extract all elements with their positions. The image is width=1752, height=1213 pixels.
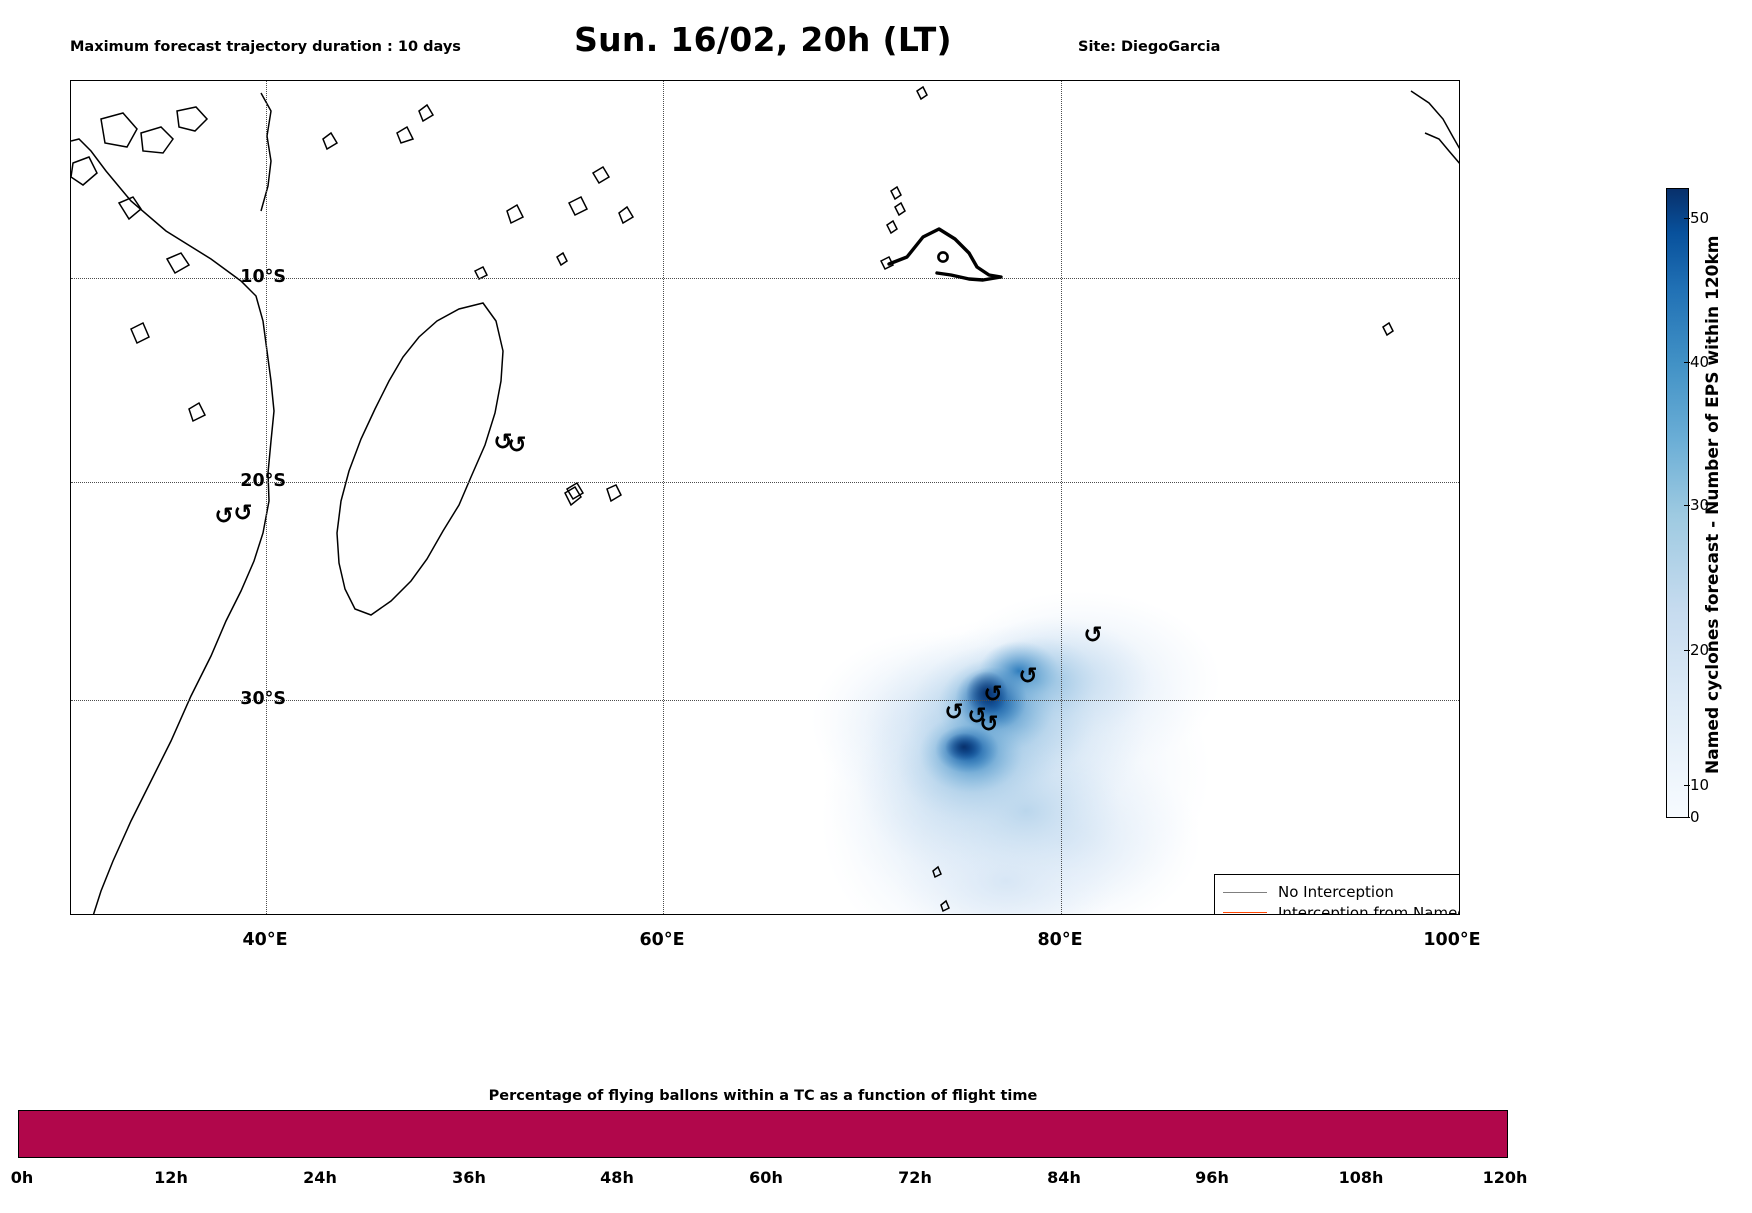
flight-bar-tick-96h: 96h — [1195, 1168, 1229, 1187]
gridline-lon-40 — [266, 81, 267, 914]
colorbar-tick-10: 10 — [1683, 776, 1710, 794]
tc-obs-marker: ↺ — [507, 432, 527, 459]
gridline-lon-60 — [663, 81, 664, 914]
tc-obs-marker: ↺ — [1018, 663, 1038, 690]
map-legend: No Interception Interception from Named … — [1214, 874, 1459, 915]
header-right-line-0: Site: DiegoGarcia — [1078, 38, 1221, 55]
tc-obs-marker: ↺ — [493, 429, 513, 456]
colorbar-tick-20: 20 — [1683, 641, 1710, 659]
flight-bar-tick-24h: 24h — [303, 1168, 337, 1187]
coastline-outlines — [71, 85, 1459, 914]
gridline-lon-80 — [1061, 81, 1062, 914]
gridline-lat-20S — [71, 482, 1459, 483]
flight-bar-tick-108h: 108h — [1338, 1168, 1384, 1187]
legend-swatch-line — [1223, 891, 1267, 893]
analysis-track — [887, 227, 1003, 282]
flight-bar-fill — [19, 1111, 1507, 1157]
axis-label-lon-80E: 80°E — [1037, 930, 1083, 950]
tc-obs-marker: ↺ — [1083, 622, 1103, 649]
tc-obs-marker: ↺ — [967, 703, 987, 730]
flight-time-bar — [18, 1110, 1508, 1158]
flight-bar-title: Percentage of flying ballons within a TC… — [488, 1088, 1038, 1104]
colorbar-tick-0: 0 — [1684, 808, 1700, 826]
flight-bar-tick-72h: 72h — [898, 1168, 932, 1187]
flight-bar-tick-0h: 0h — [10, 1168, 34, 1187]
flight-bar-tick-84h: 84h — [1047, 1168, 1081, 1187]
legend-label: No Interception — [1278, 883, 1394, 902]
tc-obs-marker: ↺ — [983, 681, 1003, 708]
axis-label-lon-60E: 60°E — [639, 930, 685, 950]
legend-label: Interception from Named cyclone — [1278, 903, 1459, 915]
colorbar-tick-50: 50 — [1683, 209, 1710, 227]
axis-label-lon-100E: 100°E — [1423, 930, 1481, 950]
header-left-line-0: Maximum forecast trajectory duration : 1… — [70, 38, 461, 55]
flight-bar-tick-36h: 36h — [452, 1168, 486, 1187]
flight-bar-tick-60h: 60h — [749, 1168, 783, 1187]
flight-bar-tick-12h: 12h — [154, 1168, 188, 1187]
tc-obs-marker: ↺ — [214, 503, 234, 530]
eps-density-heatmap — [811, 591, 1221, 914]
colorbar-axis-label: Named cyclones forecast - Number of EPS … — [1703, 235, 1723, 775]
gridline-lat-10S — [71, 278, 1459, 279]
page-title: Sun. 16/02, 20h (LT) — [574, 20, 952, 59]
forecast-map[interactable]: ↺ ↺ ↺ ↺ ↺ ↺ ↺ ↺ ↺ ↺ No Interception Inte… — [70, 80, 1460, 915]
flight-bar-tick-120h: 120h — [1482, 1168, 1528, 1187]
colorbar-gradient — [1666, 188, 1689, 818]
gridline-lat-30S — [71, 700, 1459, 701]
tc-obs-marker: ↺ — [233, 500, 253, 527]
tc-obs-marker: ↺ — [944, 699, 964, 726]
axis-label-lat-30S: 30°S — [240, 689, 286, 709]
legend-item-interception-named-cyclone: Interception from Named cyclone — [1223, 903, 1459, 915]
legend-item-no-interception: No Interception — [1223, 882, 1459, 903]
legend-swatch-line — [1223, 912, 1267, 914]
axis-label-lat-20S: 20°S — [240, 471, 286, 491]
colorbar-tick-30: 30 — [1683, 496, 1710, 514]
colorbar-tick-40: 40 — [1683, 353, 1710, 371]
flight-bar-tick-48h: 48h — [600, 1168, 634, 1187]
axis-label-lon-40E: 40°E — [242, 930, 288, 950]
tc-obs-marker: ↺ — [979, 711, 999, 738]
colorbar: 50 40 30 20 10 0 — [1666, 188, 1709, 826]
axis-label-lat-10S: 10°S — [240, 267, 286, 287]
